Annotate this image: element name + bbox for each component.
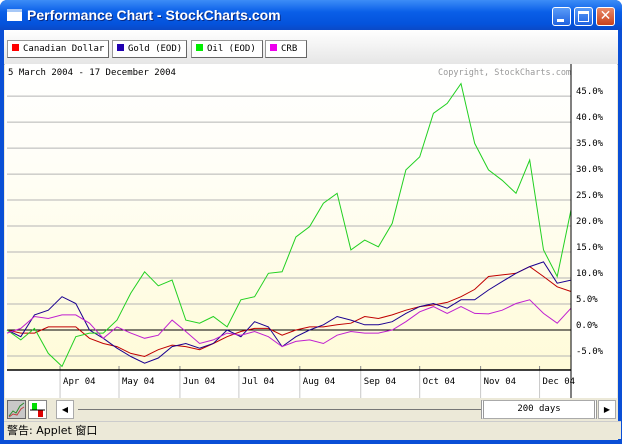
minimize-icon [557,19,564,22]
date-range: 5 March 2004 - 17 December 2004 [8,68,176,78]
y-tick-label: 10.0% [576,269,604,279]
legend-label: Oil (EOD) [207,44,256,54]
x-tick-label: Dec 04 [543,377,576,387]
swatch-icon [196,44,203,51]
maximize-button[interactable] [574,7,593,26]
y-tick-label: 15.0% [576,243,604,253]
legend-label: Canadian Dollar [23,44,105,54]
y-tick-label: 25.0% [576,191,604,201]
bottom-toolbar: ◀ 200 days ▶ [4,398,618,420]
period-scrollbar[interactable]: ◀ 200 days ▶ [56,400,616,419]
scroll-right-button[interactable]: ▶ [598,400,616,419]
x-tick-label: Jul 04 [242,377,275,387]
line-chart-mode-button[interactable] [7,400,26,419]
title-bar[interactable]: Performance Chart - StockCharts.com ✕ [0,0,622,30]
line-chart-icon [8,402,25,418]
y-tick-label: 45.0% [576,87,604,97]
series-line-crb [6,299,572,348]
legend-crb[interactable]: CRB [265,40,307,58]
legend-canadian-dollar[interactable]: Canadian Dollar [7,40,109,58]
x-tick-label: Sep 04 [364,377,397,387]
close-icon: ✕ [599,8,612,24]
maximize-icon [578,11,589,22]
y-tick-label: 20.0% [576,217,604,227]
x-tick-label: May 04 [122,377,155,387]
legend-label: CRB [281,44,298,54]
bar-chart-icon [30,403,45,417]
legend-gold[interactable]: Gold (EOD) [112,40,187,58]
right-arrow-icon: ▶ [603,405,611,414]
swatch-icon [117,44,124,51]
series-line-oil-eod [6,82,572,368]
scroll-track[interactable] [78,409,486,410]
x-tick-label: Jun 04 [183,377,216,387]
chart-panel: -5.0% 0.0% 5.0% 10.0% 15.0% 20.0% 25.0% 30.0% 35… [5,64,617,398]
legend-bar: Canadian Dollar Gold (EOD) Oil (EOD) CRB [4,30,618,65]
swatch-icon [12,44,19,51]
y-tick-label: 40.0% [576,113,604,123]
bar-chart-mode-button[interactable] [28,400,47,419]
copyright-text: Copyright, StockCharts.com [438,68,572,78]
swatch-icon [270,44,277,51]
status-bar: 警告: Applet 窗口 [4,421,621,439]
window-title: Performance Chart - StockCharts.com [27,7,281,23]
y-tick-label: 35.0% [576,139,604,149]
x-tick-label: Apr 04 [63,377,96,387]
legend-label: Gold (EOD) [128,44,183,54]
applet-area: Canadian Dollar Gold (EOD) Oil (EOD) CRB… [4,30,621,440]
minimize-button[interactable] [552,7,571,26]
y-tick-label: -5.0% [576,347,604,357]
legend-oil[interactable]: Oil (EOD) [191,40,263,58]
left-arrow-icon: ◀ [61,405,69,414]
x-tick-label: Nov 04 [484,377,517,387]
x-tick-label: Oct 04 [423,377,456,387]
series-line-gold-eod [6,261,572,364]
window-icon [7,9,22,21]
y-tick-label: 30.0% [576,165,604,175]
period-slider-thumb[interactable]: 200 days [481,400,597,419]
scroll-left-button[interactable]: ◀ [56,400,74,419]
y-tick-label: 0.0% [576,321,598,331]
x-tick-label: Aug 04 [303,377,336,387]
y-tick-label: 5.0% [576,295,598,305]
performance-chart: -5.0% 0.0% 5.0% 10.0% 15.0% 20.0% 25.0% 30.0% 35… [6,64,604,398]
plot-background [7,64,571,370]
series-line-canadian-dollar [6,266,572,358]
close-button[interactable]: ✕ [596,7,615,26]
